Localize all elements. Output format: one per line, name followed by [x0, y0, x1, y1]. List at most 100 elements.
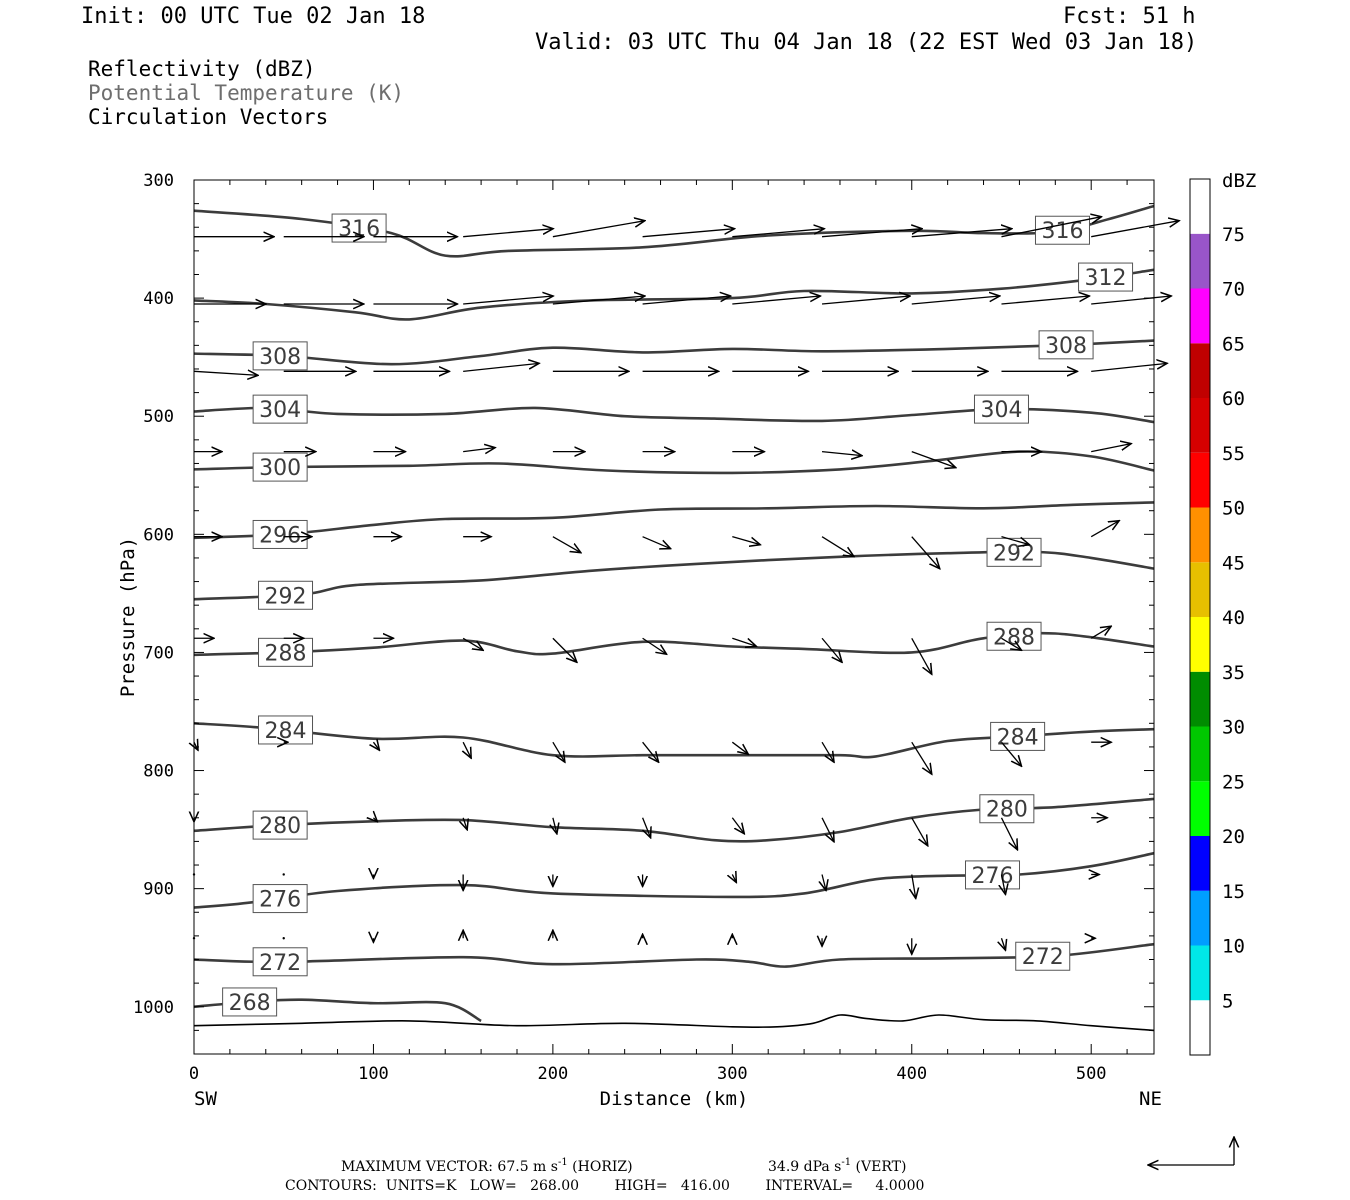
colorbar-tick-label: 60: [1222, 388, 1245, 410]
max-vector-line: MAXIMUM VECTOR: 67.5 m s-1 (HORIZ) 34.9 d…: [341, 1157, 906, 1175]
isentrope-label: 272: [259, 951, 301, 976]
colorbar-tick-label: 70: [1222, 279, 1245, 301]
legend-potential-temperature: Potential Temperature (K): [88, 81, 405, 105]
colorbar-bin: [1190, 945, 1210, 1001]
y-tick-label: 1000: [133, 998, 174, 1018]
circulation-vector: [911, 741, 932, 774]
isentrope-label-box: [258, 580, 314, 610]
colorbar-tick-label: 45: [1222, 552, 1245, 574]
y-tick-label: 800: [143, 762, 174, 782]
colorbar-bin: [1190, 781, 1210, 836]
colorbar-tick-label: 30: [1222, 717, 1245, 739]
isentrope-label: 296: [259, 523, 301, 548]
colorbar-tick-label: 65: [1222, 333, 1245, 355]
circulation-vector: [912, 874, 916, 898]
circulation-vector: [821, 741, 834, 762]
y-tick-label: 300: [143, 171, 174, 191]
isentrope-label: 300: [259, 456, 301, 481]
circulation-vector: [552, 296, 645, 305]
circulation-vector: [821, 452, 862, 456]
circulation-vector: [642, 637, 667, 654]
circulation-vector: [1090, 521, 1119, 538]
sw-label: SW: [194, 1088, 217, 1110]
circulation-vector: [1091, 363, 1167, 372]
colorbar-bin: [1190, 890, 1210, 946]
colorbar-tick-label: 55: [1222, 443, 1245, 465]
colorbar-tick-label: 40: [1222, 607, 1245, 629]
circulation-vector: [643, 817, 651, 838]
reference-vector-icon: [1148, 1137, 1234, 1165]
isentrope-300: [193, 450, 1155, 475]
y-tick-label: 600: [143, 525, 174, 545]
circulation-vector: [463, 363, 539, 372]
vector-dot: [282, 816, 285, 819]
isentrope-label: 280: [259, 814, 301, 839]
x-tick-label: 100: [358, 1064, 389, 1084]
y-tick-label: 700: [143, 643, 174, 663]
circulation-vector: [1001, 217, 1101, 238]
isentrope-label: 292: [265, 584, 307, 609]
colorbar-bin: [1190, 562, 1210, 617]
colorbar-bin: [1190, 671, 1210, 727]
colorbar-tick-label: 25: [1222, 771, 1245, 793]
isentrope-label: 312: [1085, 266, 1127, 291]
isentrope-label-box: [252, 452, 308, 482]
colorbar-bin: [1190, 452, 1210, 508]
circulation-vector: [821, 229, 922, 238]
isentrope-272: [193, 942, 1155, 968]
isentrope-label-box: [252, 810, 308, 840]
colorbar-bin: [1190, 836, 1210, 891]
circulation-vector: [463, 741, 471, 758]
isentrope-label: 276: [972, 864, 1014, 889]
circulation-vector: [821, 817, 834, 842]
circulation-vector: [1001, 296, 1089, 305]
isentrope-label-box: [965, 860, 1021, 890]
colorbar-frame: [1189, 178, 1211, 1056]
circulation-vector: [911, 817, 928, 846]
circulation-vector: [552, 221, 645, 238]
isentrope-label-box: [222, 987, 278, 1017]
isentrope-label: 288: [265, 641, 307, 666]
colorbar-bin: [1190, 398, 1210, 453]
circulation-vector: [194, 742, 198, 750]
vector-dot: [282, 937, 285, 940]
isentrope-label-box: [252, 884, 308, 914]
circulation-vector: [552, 741, 565, 762]
circulation-vector: [642, 229, 735, 238]
circulation-vectors: [193, 217, 1179, 955]
colorbar-bin: [1190, 617, 1210, 672]
colorbar-tick-label: 20: [1222, 826, 1245, 848]
circulation-vector: [1000, 817, 1017, 850]
colorbar-bin: [1190, 726, 1210, 782]
circulation-vector: [911, 637, 932, 674]
isentrope-label-box: [1038, 330, 1094, 360]
ne-label: NE: [1139, 1088, 1162, 1110]
circulation-vector: [911, 296, 1000, 305]
terrain-line: [193, 1014, 1155, 1032]
circulation-vector: [731, 817, 744, 834]
colorbar-tick-label: 15: [1222, 881, 1245, 903]
isentrope-label: 268: [229, 991, 271, 1016]
circulation-vector: [911, 536, 940, 569]
x-tick-label: 300: [717, 1064, 748, 1084]
isentrope-label-box: [252, 341, 308, 371]
colorbar-bin: [1190, 179, 1210, 234]
isentrope-label: 284: [997, 725, 1039, 750]
circulation-vector: [822, 874, 826, 890]
y-tick-label: 400: [143, 289, 174, 309]
circulation-vector: [193, 371, 258, 375]
isentrope-label: 316: [1041, 219, 1083, 244]
vector-dot: [282, 873, 285, 876]
isentrope-label: 272: [1022, 945, 1064, 970]
isentrope-296: [193, 501, 1155, 540]
isentrope-312: [193, 268, 1155, 321]
valid-time: Valid: 03 UTC Thu 04 Jan 18 (22 EST Wed …: [535, 30, 1198, 55]
circulation-vector: [373, 818, 377, 822]
colorbar-bin: [1190, 1000, 1210, 1055]
colorbar-tick-label: 35: [1222, 662, 1245, 684]
circulation-vector: [463, 448, 495, 452]
circulation-vector: [732, 296, 820, 305]
isentrope-label: 304: [259, 398, 301, 423]
